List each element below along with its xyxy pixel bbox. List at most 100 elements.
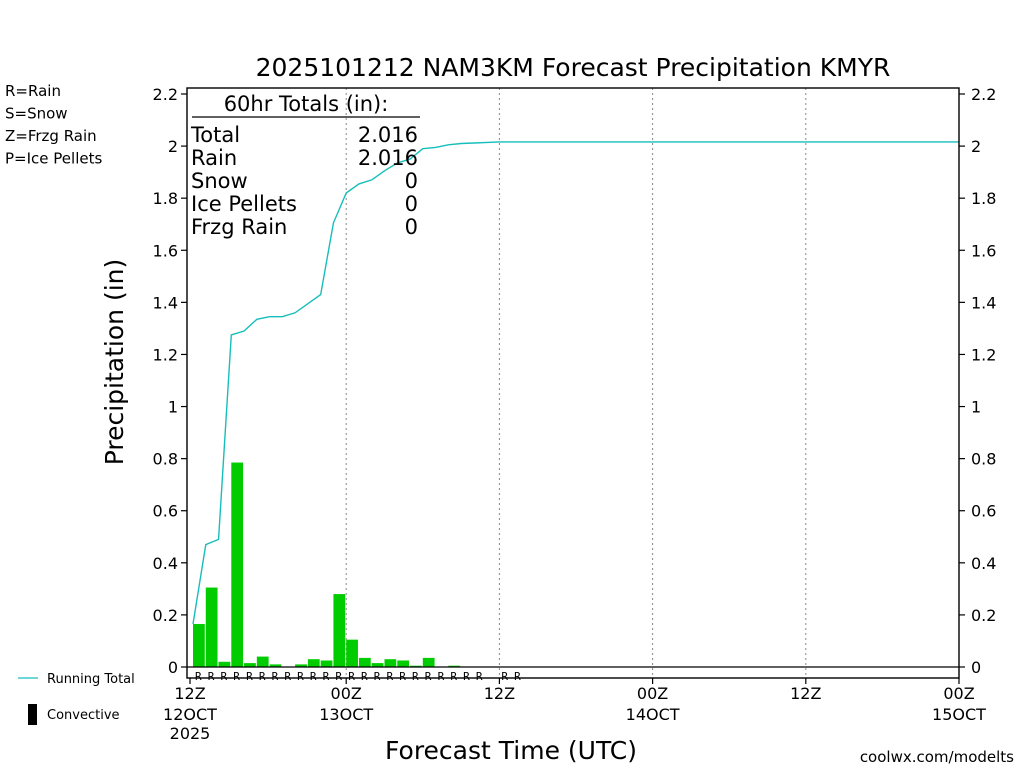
y-tick-label-left: 0.4 (153, 554, 178, 573)
ptype-marker: R (476, 670, 483, 683)
precip-bar (256, 656, 269, 667)
precip-bar (346, 639, 358, 667)
ptype-marker: R (412, 670, 419, 683)
precip-bar (205, 587, 218, 667)
ptype-legend-item: Z=Frzg Rain (5, 127, 97, 145)
precip-bar (384, 659, 397, 667)
grid-lines (345, 88, 807, 678)
running-total-line (192, 141, 959, 625)
precip-bar (448, 665, 461, 667)
ptype-marker: R (310, 670, 317, 683)
y-tick-label-right: 1.2 (971, 345, 996, 364)
y-tick-label-left: 2 (168, 137, 178, 156)
ptype-marker: R (284, 670, 291, 683)
x-tick-label-time: 12Z (484, 684, 515, 703)
totals-row-value: 0 (405, 169, 418, 193)
precip-bar (358, 657, 371, 667)
x-axis-label: Forecast Time (UTC) (385, 736, 637, 765)
totals-row-value: 0 (405, 215, 418, 239)
totals-row-label: Total (190, 123, 240, 147)
y-tick-label-left: 1.6 (153, 241, 178, 260)
y-tick-label-right: 2.2 (971, 85, 996, 104)
y-tick-label-left: 1.4 (153, 293, 178, 312)
y-tick-label-left: 1.2 (153, 345, 178, 364)
x-tick-label-year: 2025 (170, 724, 211, 743)
y-tick-label-right: 1 (971, 398, 981, 417)
ptype-marker: R (361, 670, 368, 683)
precip-bar (295, 664, 307, 667)
y-tick-label-right: 1.6 (971, 241, 996, 260)
ptype-marker: R (272, 670, 279, 683)
y-axis-label: Precipitation (in) (100, 259, 129, 466)
totals-row-value: 2.016 (358, 146, 418, 170)
ptype-marker: R (208, 670, 215, 683)
totals-row-label: Rain (191, 146, 237, 170)
plot-border (186, 87, 960, 679)
totals-row-label: Snow (191, 169, 248, 193)
y-tick-label-right: 0.8 (971, 450, 996, 469)
y-tick-label-right: 0 (971, 658, 981, 677)
x-tick-label-time: 00Z (331, 684, 362, 703)
ptype-marker: R (246, 670, 253, 683)
ptype-legend-item: P=Ice Pellets (5, 150, 102, 168)
legend-label: Convective (47, 708, 120, 723)
y-tick-label-left: 2.2 (153, 85, 178, 104)
ptype-marker: R (399, 670, 406, 683)
legend-bar-swatch (28, 704, 37, 725)
y-axis: 0 00.2 0.20.4 0.40.6 0.60.8 0.81 11.2 1.21.4 1.4… (153, 85, 997, 677)
x-tick-label-date: 14OCT (626, 705, 680, 724)
ptype-marker: R (425, 670, 432, 683)
precip-bar (307, 659, 320, 667)
ptype-marker: R (374, 670, 381, 683)
y-tick-label-left: 1 (168, 398, 178, 417)
ptype-marker: R (438, 670, 445, 683)
totals-row-label: Frzg Rain (191, 215, 287, 239)
y-tick-label-left: 1.8 (153, 189, 178, 208)
y-tick-label-left: 0.2 (153, 606, 178, 625)
ptype-marker: R (195, 670, 202, 683)
ptype-marker: R (259, 670, 266, 683)
totals-box: 60hr Totals (in): Total 2.016 Rain 2.016 Sno… (190, 92, 420, 239)
ptype-legend-item: S=Snow (5, 105, 68, 123)
ptype-marker: R (348, 670, 355, 683)
precip-bar (231, 462, 244, 667)
precip-bar (397, 660, 410, 667)
precip-bar (244, 663, 256, 667)
precip-bar (410, 665, 422, 667)
chart-title: 2025101212 NAM3KM Forecast Precipitation… (256, 53, 891, 82)
precip-bar (193, 624, 205, 667)
x-tick-label-time: 00Z (943, 684, 974, 703)
plot-frame (186, 87, 960, 679)
ptype-marker: R (387, 670, 394, 683)
precip-bars (193, 462, 461, 667)
ptype-marker: R (335, 670, 342, 683)
ptype-marker: R (221, 670, 228, 683)
precip-bar (422, 657, 435, 667)
ptype-marker: R (514, 670, 521, 683)
y-tick-label-right: 0.4 (971, 554, 996, 573)
x-tick-label-date: 15OCT (932, 705, 986, 724)
y-tick-label-right: 0.2 (971, 606, 996, 625)
ptype-marker: R (501, 670, 508, 683)
series-legend: Running Total Convective (18, 672, 135, 725)
x-tick-label-time: 12Z (790, 684, 821, 703)
y-tick-label-right: 1.4 (971, 293, 996, 312)
legend-label: Running Total (47, 672, 135, 687)
precip-bar (371, 663, 384, 667)
precip-bar (320, 660, 333, 667)
ptype-legend: R=Rain S=Snow Z=Frzg Rain P=Ice Pellets (5, 82, 102, 168)
precip-bar (333, 594, 346, 667)
credit-text: coolwx.com/modelts (860, 748, 1014, 766)
totals-row-label: Ice Pellets (191, 192, 297, 216)
running-total-series (192, 141, 959, 625)
precip-bar (269, 664, 282, 667)
y-tick-label-left: 0.6 (153, 502, 178, 521)
ptype-marker: R (297, 670, 304, 683)
x-tick-label-date: 13OCT (319, 705, 373, 724)
y-tick-label-left: 0 (168, 658, 178, 677)
ptype-marker: R (323, 670, 330, 683)
y-tick-label-right: 2 (971, 137, 981, 156)
ptype-marker: R (450, 670, 457, 683)
